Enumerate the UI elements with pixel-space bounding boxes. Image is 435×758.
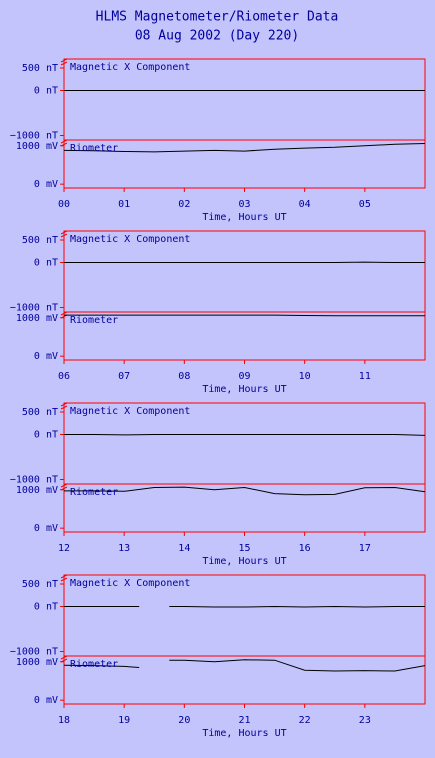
data-line xyxy=(63,143,426,153)
y-tick-label: −1000 nT xyxy=(10,131,58,142)
x-tick-label: 05 xyxy=(359,199,371,210)
axis-break xyxy=(60,58,68,66)
x-tick-label: 08 xyxy=(178,371,190,382)
x-tick-label: 10 xyxy=(299,371,311,382)
data-line xyxy=(64,434,426,436)
x-tick-label: 16 xyxy=(299,543,311,554)
y-tick-label: −1000 nT xyxy=(10,303,58,314)
y-tick-label: 0 mV xyxy=(34,179,58,190)
x-tick-label: 01 xyxy=(118,199,130,210)
axis-break xyxy=(60,230,68,238)
legend-label: Magnetic X Component xyxy=(70,234,190,245)
data-line xyxy=(64,605,425,608)
y-tick-label: 0 mV xyxy=(34,351,58,362)
legend-label: Riometer xyxy=(70,487,118,498)
legend-label: Magnetic X Component xyxy=(70,62,190,73)
y-tick-label: 0 nT xyxy=(34,258,58,269)
x-tick-label: 13 xyxy=(118,543,130,554)
axis-break xyxy=(60,574,68,582)
x-tick-label: 12 xyxy=(58,543,70,554)
legend-label: Riometer xyxy=(70,659,118,670)
legend-label: Magnetic X Component xyxy=(70,578,190,589)
legend-label: Riometer xyxy=(70,143,118,154)
y-tick-label: 500 nT xyxy=(22,407,58,418)
y-tick-label: 0 nT xyxy=(34,86,58,97)
x-axis-label: Time, Hours UT xyxy=(202,384,286,395)
y-tick-label: 500 nT xyxy=(22,579,58,590)
x-tick-label: 15 xyxy=(238,543,250,554)
x-axis-label: Time, Hours UT xyxy=(202,212,286,223)
data-line xyxy=(64,314,425,317)
y-tick-label: 500 nT xyxy=(22,235,58,246)
y-tick-label: −1000 nT xyxy=(10,647,58,658)
subtitle: 08 Aug 2002 (Day 220) xyxy=(135,29,299,44)
x-tick-label: 09 xyxy=(238,371,250,382)
y-tick-label: 0 mV xyxy=(34,523,58,534)
data-line xyxy=(64,486,426,496)
x-tick-label: 11 xyxy=(359,371,371,382)
y-tick-label: 500 nT xyxy=(22,63,58,74)
x-tick-label: 03 xyxy=(238,199,250,210)
x-axis-label: Time, Hours UT xyxy=(202,728,286,739)
y-tick-label: 1000 mV xyxy=(16,657,58,668)
x-tick-label: 18 xyxy=(58,715,70,726)
axis-break xyxy=(60,402,68,410)
data-line xyxy=(63,659,426,672)
x-tick-label: 19 xyxy=(118,715,130,726)
x-tick-label: 17 xyxy=(359,543,371,554)
x-tick-label: 21 xyxy=(238,715,250,726)
y-tick-label: 1000 mV xyxy=(16,141,58,152)
x-tick-label: 04 xyxy=(299,199,311,210)
x-tick-label: 06 xyxy=(58,371,70,382)
legend-label: Riometer xyxy=(70,315,118,326)
x-tick-label: 02 xyxy=(178,199,190,210)
x-tick-label: 20 xyxy=(178,715,190,726)
title: HLMS Magnetometer/Riometer Data xyxy=(96,10,339,25)
y-tick-label: 1000 mV xyxy=(16,485,58,496)
y-tick-label: 0 mV xyxy=(34,695,58,706)
legend-label: Magnetic X Component xyxy=(70,406,190,417)
x-tick-label: 14 xyxy=(178,543,190,554)
y-tick-label: 1000 mV xyxy=(16,313,58,324)
x-tick-label: 23 xyxy=(359,715,371,726)
x-tick-label: 22 xyxy=(299,715,311,726)
y-tick-label: 0 nT xyxy=(34,430,58,441)
x-axis-label: Time, Hours UT xyxy=(202,556,286,567)
x-tick-label: 00 xyxy=(58,199,70,210)
y-tick-label: −1000 nT xyxy=(10,475,58,486)
x-tick-label: 07 xyxy=(118,371,130,382)
y-tick-label: 0 nT xyxy=(34,602,58,613)
